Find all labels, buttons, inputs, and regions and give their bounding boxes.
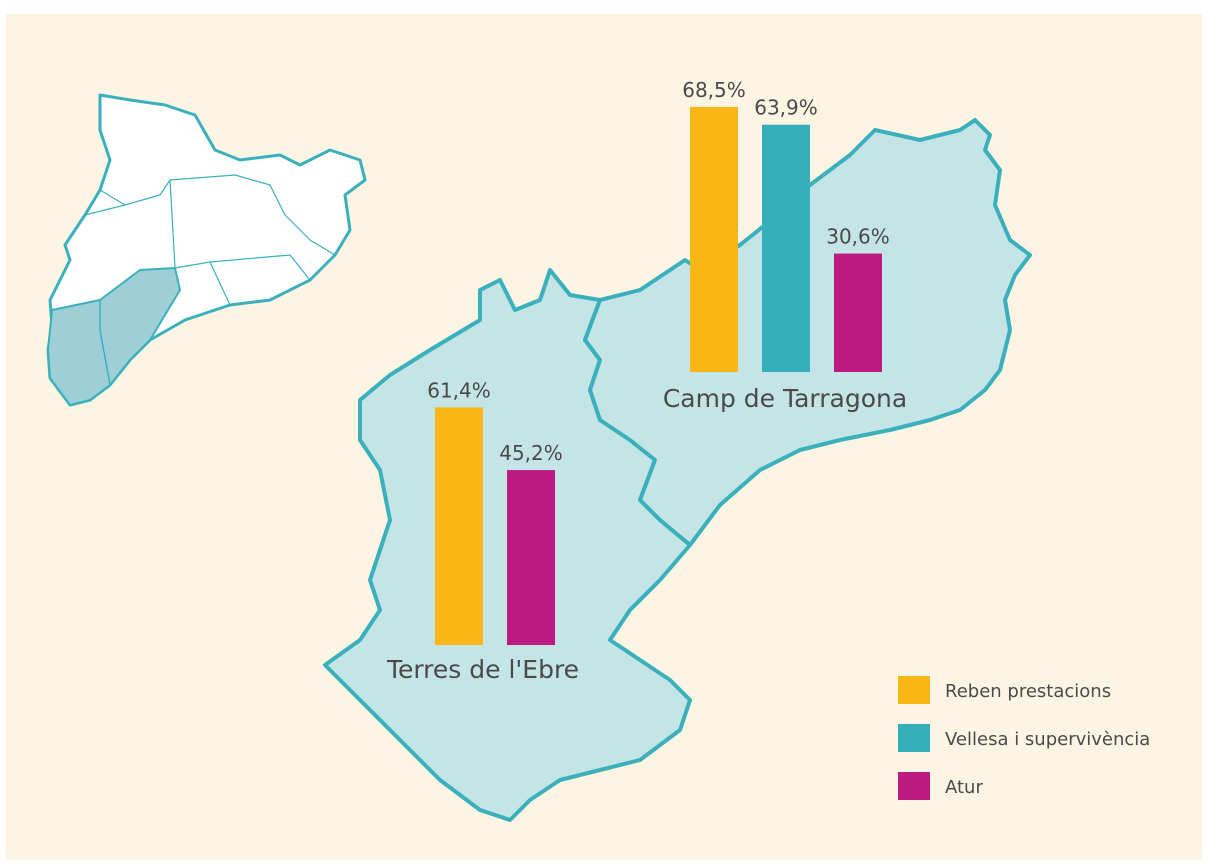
bar <box>762 124 810 372</box>
legend-label: Reben prestacions <box>945 681 1111 702</box>
bar <box>834 253 882 372</box>
inset-map <box>46 93 367 407</box>
legend-label: Atur <box>945 777 983 798</box>
legend-swatch <box>898 676 930 704</box>
bar <box>507 470 555 645</box>
bar <box>435 407 483 645</box>
value-label: 61,4% <box>427 378 491 402</box>
value-label: 68,5% <box>682 78 746 102</box>
legend-swatch <box>898 724 930 752</box>
bar <box>690 106 738 372</box>
legend-label: Vellesa i supervivència <box>945 729 1150 750</box>
category-label: Terres de l'Ebre <box>386 655 579 684</box>
value-label: 30,6% <box>826 225 890 249</box>
value-label: 45,2% <box>499 441 563 465</box>
legend-swatch <box>898 772 930 800</box>
category-label: Camp de Tarragona <box>663 384 907 413</box>
value-label: 63,9% <box>754 96 818 120</box>
